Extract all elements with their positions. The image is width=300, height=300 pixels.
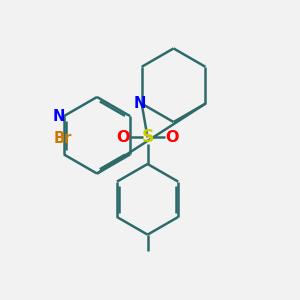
Text: N: N <box>134 96 146 111</box>
Text: O: O <box>116 130 130 145</box>
Text: O: O <box>166 130 179 145</box>
Text: Br: Br <box>53 131 72 146</box>
Text: S: S <box>141 128 154 146</box>
Text: N: N <box>52 109 65 124</box>
